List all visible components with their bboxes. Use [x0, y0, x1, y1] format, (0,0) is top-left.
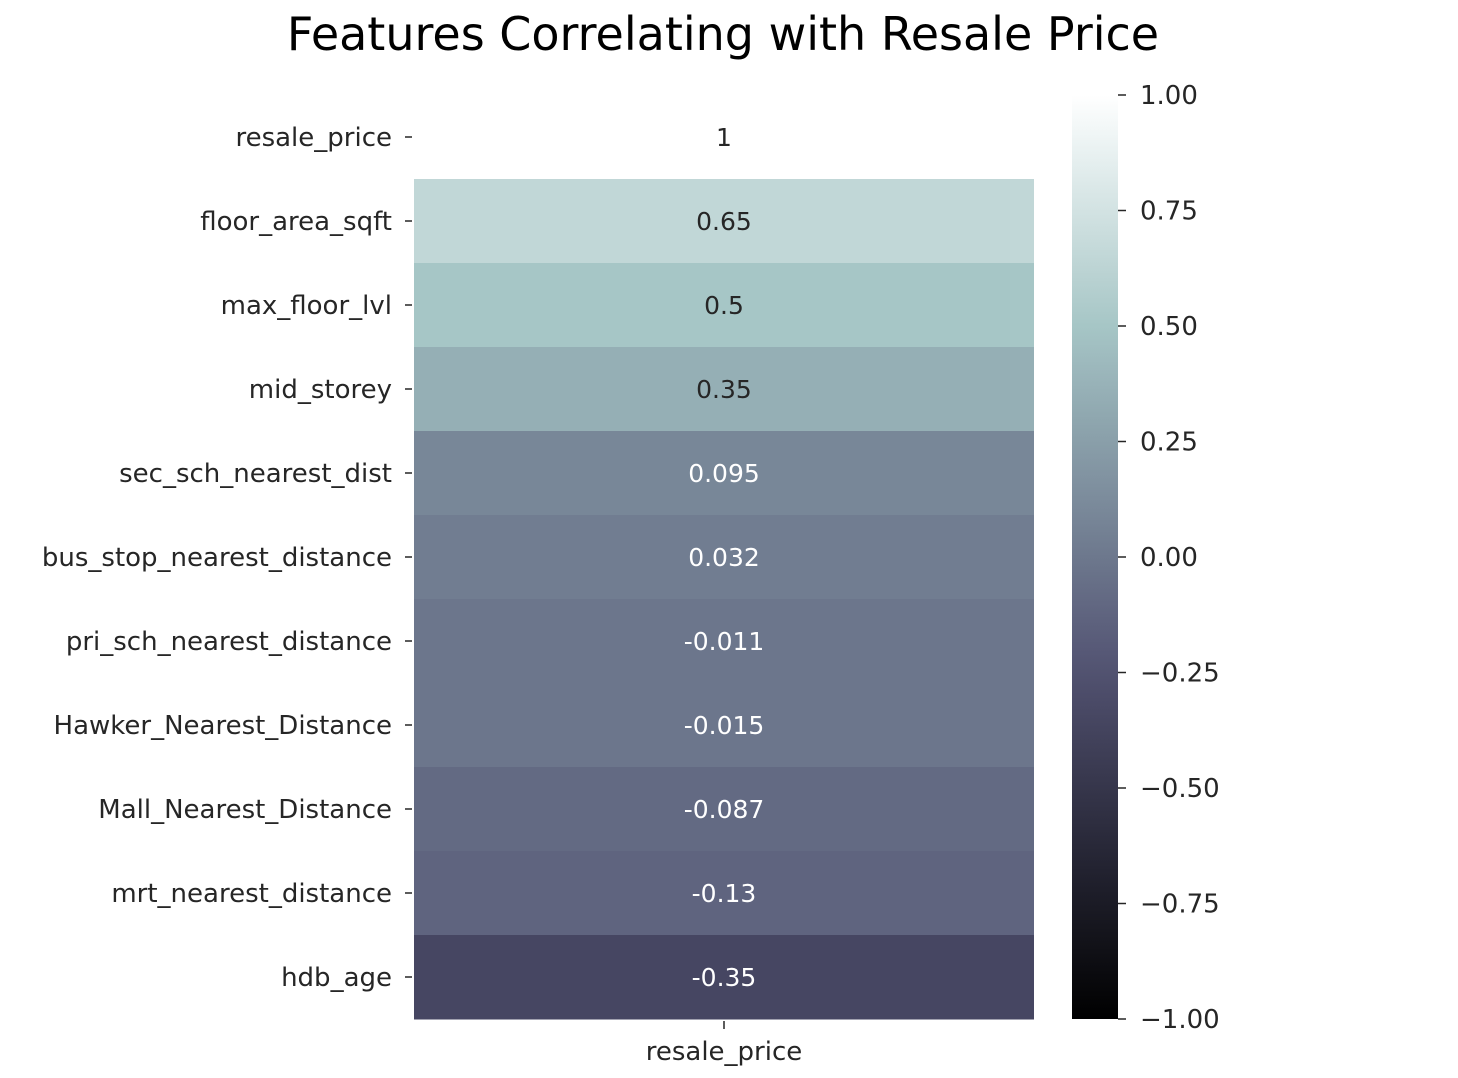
column-label: resale_price	[646, 1037, 803, 1067]
colorbar-tick-label: −0.50	[1140, 774, 1220, 804]
heatmap-cell	[414, 767, 1034, 852]
cell-annotation: -0.015	[684, 711, 765, 740]
colorbar-tick-label: 0.75	[1140, 197, 1198, 227]
row-label: mrt_nearest_distance	[111, 879, 392, 909]
row-label: sec_sch_nearest_dist	[119, 459, 392, 489]
row-label: resale_price	[235, 123, 392, 153]
row-label: pri_sch_nearest_distance	[66, 627, 392, 657]
row-label: Hawker_Nearest_Distance	[54, 711, 392, 741]
heatmap-cell	[414, 599, 1034, 684]
heatmap-cell	[414, 683, 1034, 768]
colorbar-tick-label: 0.25	[1140, 428, 1198, 458]
heatmap-cell	[414, 347, 1034, 432]
heatmap-cell	[414, 515, 1034, 600]
row-label: floor_area_sqft	[200, 207, 392, 237]
cell-annotation: -0.011	[684, 627, 765, 656]
heatmap-cell	[414, 263, 1034, 348]
heatmap-cell	[414, 95, 1034, 180]
row-label: hdb_age	[281, 963, 392, 993]
cell-annotation: -0.35	[692, 963, 757, 992]
cell-annotation: 0.5	[704, 291, 744, 320]
row-label: mid_storey	[249, 375, 392, 405]
cell-annotation: 0.095	[688, 459, 760, 488]
cell-annotation: 0.65	[696, 207, 752, 236]
colorbar	[1072, 95, 1118, 1019]
colorbar-tick-label: 1.00	[1140, 81, 1198, 111]
heatmap-cell	[414, 431, 1034, 516]
colorbar-tick-label: 0.00	[1140, 543, 1198, 573]
colorbar-tick-label: −0.75	[1140, 890, 1220, 920]
cell-annotation: -0.087	[684, 795, 765, 824]
cell-annotation: 0.032	[688, 543, 760, 572]
row-label: bus_stop_nearest_distance	[42, 543, 392, 573]
heatmap-cell	[414, 179, 1034, 264]
cell-annotation: 0.35	[696, 375, 752, 404]
colorbar-tick-label: 0.50	[1140, 312, 1198, 342]
heatmap-cell	[414, 851, 1034, 936]
colorbar-tick-label: −0.25	[1140, 659, 1220, 689]
colorbar-tick-label: −1.00	[1140, 1005, 1220, 1035]
row-label: Mall_Nearest_Distance	[98, 795, 392, 825]
chart-title: Features Correlating with Resale Price	[287, 7, 1159, 61]
cell-annotation: 1	[716, 123, 732, 152]
heatmap-cell	[414, 935, 1034, 1020]
row-label: max_floor_lvl	[221, 291, 392, 321]
cell-annotation: -0.13	[692, 879, 757, 908]
